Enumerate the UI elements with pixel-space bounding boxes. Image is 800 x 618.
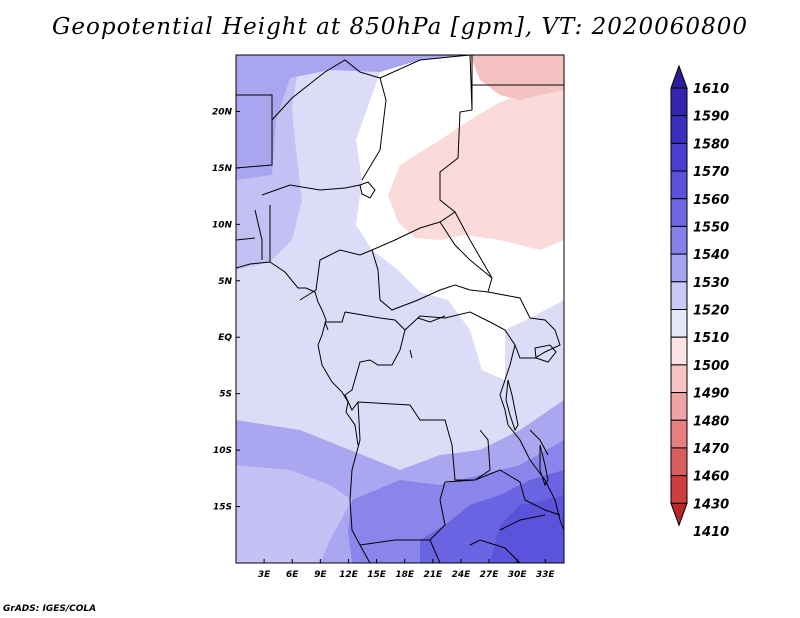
lat-tick-label: 5S	[219, 390, 232, 400]
lon-tick-label: 27E	[480, 570, 500, 580]
colorbar-box	[670, 281, 688, 310]
border-line-3	[371, 55, 473, 251]
map-title: Geopotential Height at 850hPa [gpm], VT:…	[52, 14, 748, 40]
colorbar-box	[670, 392, 688, 421]
border-line-18	[507, 424, 564, 531]
colorbar-label: 1510	[693, 331, 729, 346]
lake-tanganyika	[505, 379, 519, 432]
colorbar-label: 1490	[693, 387, 729, 402]
field-region-1530-south	[236, 465, 352, 563]
country-borders	[236, 55, 564, 563]
colorbar-box	[670, 115, 688, 144]
colorbar-label: 1570	[693, 165, 729, 180]
colorbar-label: 1560	[693, 193, 729, 208]
field-region-1570	[490, 495, 564, 563]
lon-tick-label: 21E	[423, 570, 443, 580]
border-line-7	[236, 237, 256, 241]
lat-tick-label: 5N	[218, 277, 232, 287]
border-line-4	[471, 55, 564, 110]
colorbar-label: 1470	[693, 442, 729, 457]
border-line-17	[359, 539, 521, 563]
colorbar-box	[670, 198, 688, 227]
colorbar-box	[670, 475, 688, 504]
colorbar-box	[670, 142, 688, 172]
field-region-1500	[388, 70, 564, 250]
field-region-1490	[470, 55, 564, 100]
lat-tick-label: 10N	[212, 220, 233, 230]
lon-tick-label: 24E	[452, 570, 472, 580]
colorbar-label: 1580	[693, 137, 729, 152]
lon-tick-label: 30E	[508, 570, 528, 580]
colorbar-box	[670, 170, 688, 200]
colorbar-label: 1540	[693, 248, 729, 263]
grads-credit: GrADS: IGES/COLA	[3, 604, 97, 614]
colorbar-box	[670, 419, 688, 449]
lon-tick-label: 9E	[314, 570, 327, 580]
colorbar-box	[670, 364, 688, 394]
colorbar-label: 1430	[693, 497, 729, 512]
lon-tick-label: 12E	[339, 570, 359, 580]
colorbar-box	[670, 225, 688, 255]
border-line-10	[454, 211, 531, 319]
lake-victoria	[534, 344, 557, 363]
border-line-9	[371, 221, 493, 311]
colorbar-label: 1610	[693, 82, 729, 97]
colorbar-label: 1550	[693, 220, 729, 235]
lon-tick-label: 6E	[286, 570, 299, 580]
colorbar-box	[670, 447, 688, 477]
colorbar-arrow-top	[670, 64, 688, 89]
colorbar-box	[670, 336, 688, 366]
coastlines	[236, 181, 557, 487]
coastline-west	[236, 261, 359, 446]
lat-tick-label: 10S	[213, 446, 232, 456]
border-line-5	[261, 184, 361, 196]
lat-tick-label: 20N	[212, 107, 233, 117]
lake-malawi	[539, 444, 549, 487]
colorbar-box	[670, 309, 688, 338]
colorbar-box	[670, 87, 688, 117]
lat-tick-label: 15N	[212, 164, 233, 174]
plot-frame	[235, 54, 565, 564]
lon-tick-label: 15E	[367, 570, 387, 580]
border-line-16	[444, 469, 561, 531]
colorbar-label: 1460	[693, 470, 729, 485]
rivers	[409, 315, 446, 359]
lon-tick-label: 18E	[395, 570, 415, 580]
map-axes: 3E 6E 9E 12E 15E 18E 21E 24E 27E 30E 33E 20N 15N 10N 5…	[212, 107, 556, 580]
lat-tick-label: EQ	[218, 333, 232, 343]
border-line-6	[254, 205, 271, 262]
colorbar-label: 1530	[693, 276, 729, 291]
colorbar-arrow-bottom	[670, 502, 688, 527]
colorbar-label: 1480	[693, 414, 729, 429]
border-line-1	[236, 94, 273, 169]
colorbar-label: 1590	[693, 110, 729, 125]
lon-tick-label: 3E	[258, 570, 271, 580]
colorbar: 1610 1590 1580 1570 1560 1550 1540 1530 1520 1510…	[670, 64, 729, 540]
colorbar-label: 1500	[693, 359, 729, 374]
lon-tick-label: 33E	[536, 570, 556, 580]
border-line-2	[271, 59, 387, 181]
lat-tick-label: 15S	[213, 503, 232, 513]
lake-chad	[359, 181, 376, 199]
border-line-12	[344, 311, 491, 481]
colorbar-box	[670, 253, 688, 283]
colorbar-label: 1520	[693, 304, 729, 319]
colorbar-label: 1410	[693, 525, 729, 540]
height-field	[236, 55, 564, 563]
